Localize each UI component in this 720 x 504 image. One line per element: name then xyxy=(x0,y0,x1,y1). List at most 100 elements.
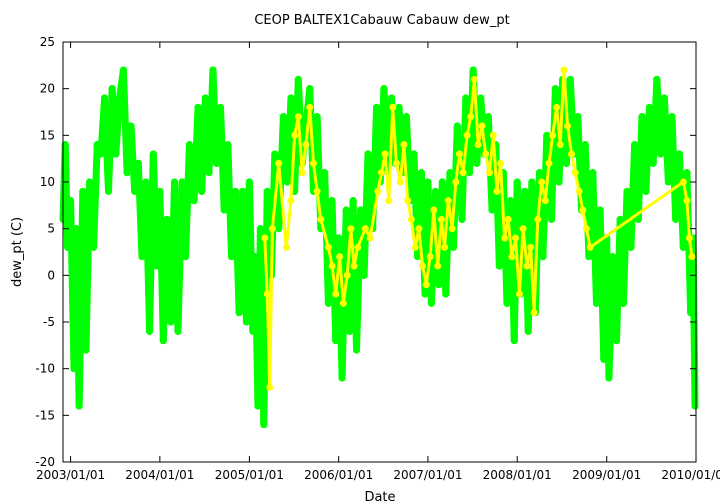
series-segment xyxy=(341,273,349,305)
series-segment xyxy=(543,161,551,203)
series-segment xyxy=(277,161,288,249)
data-point xyxy=(555,178,563,186)
data-point xyxy=(510,337,518,345)
data-point xyxy=(260,421,268,429)
x-tick-label: 2006/01/01 xyxy=(304,468,373,482)
series-segment xyxy=(387,105,395,203)
series-segment xyxy=(268,227,274,389)
data-point xyxy=(275,159,283,167)
data-point xyxy=(668,113,676,121)
data-point xyxy=(283,178,291,186)
data-point xyxy=(553,103,561,111)
data-point xyxy=(328,197,336,205)
data-point xyxy=(354,243,362,251)
data-point xyxy=(453,122,461,130)
data-point xyxy=(527,243,535,251)
data-point xyxy=(646,103,654,111)
data-point xyxy=(275,225,283,233)
data-point xyxy=(127,122,135,130)
data-point xyxy=(201,94,209,102)
data-point xyxy=(97,150,105,158)
series-segment xyxy=(409,217,417,249)
data-point xyxy=(478,122,486,130)
data-point xyxy=(528,178,536,186)
data-point xyxy=(156,187,164,195)
data-point xyxy=(683,197,691,205)
y-tick-label: 0 xyxy=(47,268,55,282)
y-tick-label: 25 xyxy=(40,35,55,49)
data-point xyxy=(524,327,532,335)
series-segment xyxy=(532,217,540,315)
data-point xyxy=(691,402,699,410)
data-point xyxy=(108,85,116,93)
series-segment xyxy=(308,105,315,165)
data-point xyxy=(366,234,374,242)
data-point xyxy=(449,243,457,251)
data-point xyxy=(448,225,456,233)
data-point xyxy=(231,187,239,195)
data-point xyxy=(235,309,243,317)
data-point xyxy=(581,141,589,149)
data-point xyxy=(86,178,94,186)
x-tick-label: 2008/01/01 xyxy=(483,468,552,482)
data-point xyxy=(198,187,206,195)
data-point xyxy=(294,113,302,121)
data-point xyxy=(613,337,621,345)
data-point xyxy=(185,141,193,149)
data-point xyxy=(508,253,516,261)
series-segment xyxy=(90,141,101,251)
data-point xyxy=(424,178,432,186)
data-point xyxy=(339,299,347,307)
data-point xyxy=(116,94,124,102)
data-point xyxy=(346,327,354,335)
y-tick-label: -20 xyxy=(35,455,55,469)
x-tick-label: 2007/01/01 xyxy=(393,468,462,482)
data-point xyxy=(349,197,357,205)
data-point xyxy=(619,299,627,307)
data-point xyxy=(306,103,314,111)
data-point xyxy=(419,262,427,270)
data-point xyxy=(541,197,549,205)
data-point xyxy=(675,150,683,158)
data-point xyxy=(377,169,385,177)
data-point xyxy=(592,299,600,307)
data-point xyxy=(146,327,154,335)
data-point xyxy=(67,197,75,205)
data-point xyxy=(442,290,450,298)
data-point xyxy=(347,225,355,233)
data-point xyxy=(261,234,269,242)
data-point xyxy=(268,225,276,233)
data-point xyxy=(523,262,531,270)
data-point xyxy=(566,75,574,83)
data-point xyxy=(417,169,425,177)
series-segment xyxy=(536,180,544,221)
data-point xyxy=(497,159,505,167)
data-point xyxy=(437,215,445,223)
data-point xyxy=(414,253,422,261)
series-segment xyxy=(315,189,323,221)
series-segment xyxy=(424,255,432,287)
data-point xyxy=(112,150,120,158)
series-segment xyxy=(521,227,529,268)
data-point xyxy=(504,215,512,223)
data-point xyxy=(387,94,395,102)
data-point xyxy=(205,169,213,177)
data-point xyxy=(589,169,597,177)
y-axis-label: dew_pt (C) xyxy=(10,217,25,287)
series-segment xyxy=(368,189,380,240)
series-segment xyxy=(491,133,499,193)
data-point xyxy=(342,206,350,214)
data-point xyxy=(182,253,190,261)
data-point xyxy=(167,318,175,326)
data-point xyxy=(631,141,639,149)
data-point xyxy=(343,271,351,279)
data-point xyxy=(374,187,382,195)
data-point xyxy=(627,243,635,251)
data-point xyxy=(178,178,186,186)
series-segment xyxy=(417,227,425,268)
data-point xyxy=(119,66,127,74)
data-point xyxy=(564,122,572,130)
series-1 xyxy=(261,66,696,391)
data-point xyxy=(411,243,419,251)
